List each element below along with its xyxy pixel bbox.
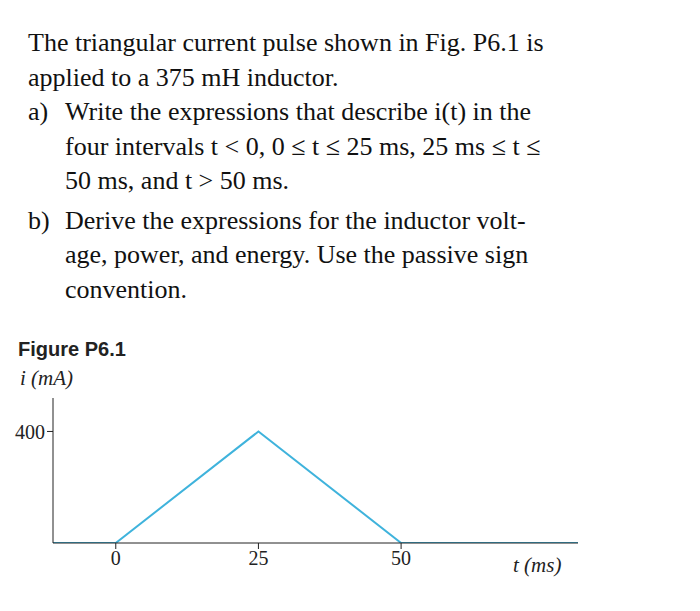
html-text:four intervals t < 0, 0 ≤ t ≤: four intervals t < 0, 0 ≤ t ≤ 25 ms, 25 …: [65, 131, 541, 161]
html-text:Derive the expressions for the: Derive the expressions for the inductor …: [65, 205, 526, 235]
html-text:a): a): [28, 97, 49, 126]
html-text:applied to a 375 mH inductor.: applied to a 375 mH inductor.: [28, 62, 339, 92]
html-text:age, power, and energy. Use th: age, power, and energy. Use the passive …: [65, 240, 529, 269]
html-text:t (ms): t (ms): [513, 553, 562, 577]
html-text:i (mA): i (mA): [20, 366, 74, 390]
html-text:The triangular current pulse s: The triangular current pulse shown in Fi…: [28, 28, 544, 57]
html-text:b): b): [28, 205, 50, 235]
html-text:convention.: convention.: [65, 274, 187, 304]
svg-text:0: 0: [111, 547, 121, 569]
svg-text:25: 25: [248, 547, 268, 569]
html-text:Write the expressions that des: Write the expressions that describe i(t)…: [65, 97, 532, 126]
svg-text:50: 50: [391, 547, 411, 569]
svg-text:400: 400: [15, 421, 45, 443]
html-text:50 ms, and t > 50 ms.: 50 ms, and t > 50 ms.: [65, 166, 290, 195]
html-text:Figure P6.1: Figure P6.1: [18, 338, 126, 360]
